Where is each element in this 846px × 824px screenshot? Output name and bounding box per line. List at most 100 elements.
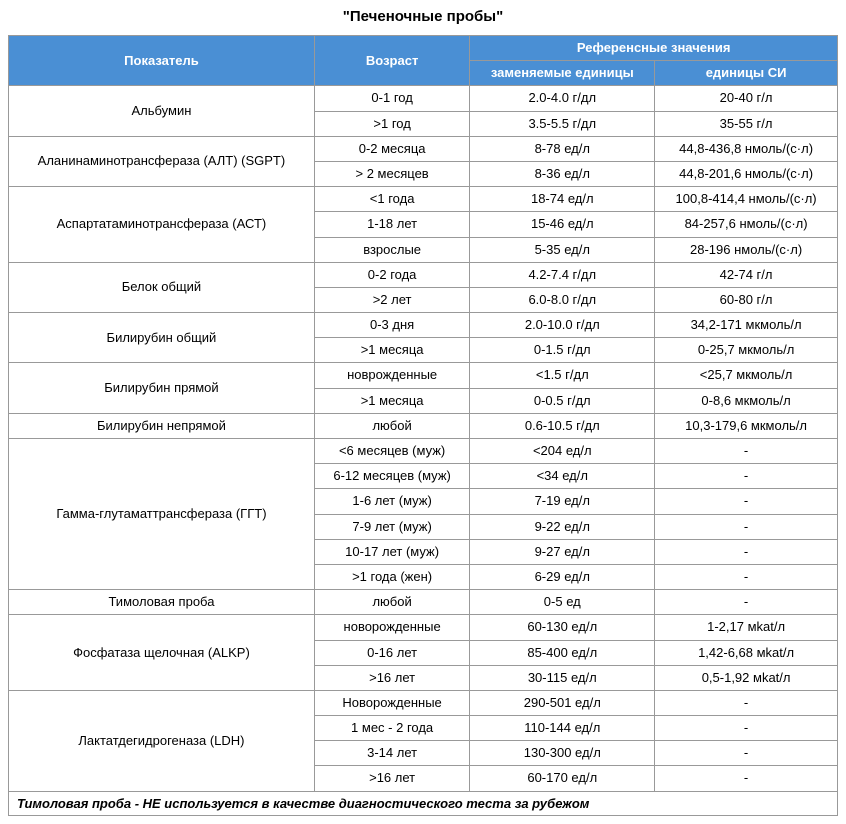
age-cell: >1 месяца [314,388,469,413]
age-cell: >16 лет [314,766,469,791]
replaceable-units-cell: 0-1.5 г/дл [470,338,655,363]
si-units-cell: - [655,514,838,539]
replaceable-units-cell: 3.5-5.5 г/дл [470,111,655,136]
table-row: Билирубин общий0-3 дня2.0-10.0 г/дл34,2-… [9,313,838,338]
age-cell: любой [314,590,469,615]
table-row: Билирубин непрямойлюбой0.6-10.5 г/дл10,3… [9,413,838,438]
age-cell: 0-2 года [314,262,469,287]
si-units-cell: 10,3-179,6 мкмоль/л [655,413,838,438]
header-si-units: единицы СИ [655,61,838,86]
replaceable-units-cell: 0-5 ед [470,590,655,615]
age-cell: 0-16 лет [314,640,469,665]
si-units-cell: 60-80 г/л [655,287,838,312]
table-row: Альбумин0-1 год2.0-4.0 г/дл20-40 г/л [9,86,838,111]
replaceable-units-cell: 8-78 ед/л [470,136,655,161]
si-units-cell: 100,8-414,4 нмоль/(с·л) [655,187,838,212]
age-cell: 6-12 месяцев (муж) [314,464,469,489]
age-cell: новрожденные [314,363,469,388]
indicator-cell: Гамма-глутаматтрансфераза (ГГТ) [9,439,315,590]
si-units-cell: 1-2,17 мkat/л [655,615,838,640]
indicator-cell: Альбумин [9,86,315,136]
indicator-cell: Билирубин общий [9,313,315,363]
replaceable-units-cell: 4.2-7.4 г/дл [470,262,655,287]
si-units-cell: 28-196 нмоль/(с·л) [655,237,838,262]
table-row: Аспартатаминотрансфераза (АСТ)<1 года18-… [9,187,838,212]
age-cell: >1 года (жен) [314,564,469,589]
si-units-cell: 20-40 г/л [655,86,838,111]
age-cell: >1 месяца [314,338,469,363]
si-units-cell: 34,2-171 мкмоль/л [655,313,838,338]
age-cell: >2 лет [314,287,469,312]
si-units-cell: 35-55 г/л [655,111,838,136]
age-cell: 10-17 лет (муж) [314,539,469,564]
indicator-cell: Белок общий [9,262,315,312]
table-row: Билирубин прямойноврожденные<1.5 г/дл<25… [9,363,838,388]
si-units-cell: 44,8-436,8 нмоль/(с·л) [655,136,838,161]
indicator-cell: Аспартатаминотрансфераза (АСТ) [9,187,315,263]
si-units-cell: - [655,539,838,564]
age-cell: Новорожденные [314,690,469,715]
replaceable-units-cell: 8-36 ед/л [470,161,655,186]
replaceable-units-cell: 6-29 ед/л [470,564,655,589]
si-units-cell: 0,5-1,92 мkat/л [655,665,838,690]
replaceable-units-cell: 5-35 ед/л [470,237,655,262]
age-cell: >1 год [314,111,469,136]
age-cell: <1 года [314,187,469,212]
age-cell: 3-14 лет [314,741,469,766]
replaceable-units-cell: 0.6-10.5 г/дл [470,413,655,438]
replaceable-units-cell: 6.0-8.0 г/дл [470,287,655,312]
header-indicator: Показатель [9,36,315,86]
age-cell: 7-9 лет (муж) [314,514,469,539]
age-cell: <6 месяцев (муж) [314,439,469,464]
age-cell: > 2 месяцев [314,161,469,186]
si-units-cell: 0-25,7 мкмоль/л [655,338,838,363]
replaceable-units-cell: 290-501 ед/л [470,690,655,715]
si-units-cell: 42-74 г/л [655,262,838,287]
si-units-cell: - [655,741,838,766]
table-row: Белок общий0-2 года4.2-7.4 г/дл42-74 г/л [9,262,838,287]
si-units-cell: <25,7 мкмоль/л [655,363,838,388]
si-units-cell: - [655,690,838,715]
indicator-cell: Тимоловая проба [9,590,315,615]
age-cell: 0-3 дня [314,313,469,338]
si-units-cell: - [655,489,838,514]
footnote: Тимоловая проба - НЕ используется в каче… [8,792,838,816]
si-units-cell: - [655,464,838,489]
table-row: Аланинаминотрансфераза (АЛТ) (SGPT)0-2 м… [9,136,838,161]
header-reference: Референсные значения [470,36,838,61]
replaceable-units-cell: 9-27 ед/л [470,539,655,564]
table-row: Фосфатаза щелочная (ALKP)новорожденные60… [9,615,838,640]
page-title: "Печеночные пробы" [8,8,838,25]
si-units-cell: 0-8,6 мкмоль/л [655,388,838,413]
replaceable-units-cell: 2.0-4.0 г/дл [470,86,655,111]
table-row: Гамма-глутаматтрансфераза (ГГТ)<6 месяце… [9,439,838,464]
replaceable-units-cell: <204 ед/л [470,439,655,464]
indicator-cell: Билирубин прямой [9,363,315,413]
header-replaceable-units: заменяемые единицы [470,61,655,86]
replaceable-units-cell: 15-46 ед/л [470,212,655,237]
replaceable-units-cell: 85-400 ед/л [470,640,655,665]
age-cell: любой [314,413,469,438]
header-age: Возраст [314,36,469,86]
table-row: Лактатдегидрогеназа (LDH)Новорожденные29… [9,690,838,715]
table-row: Тимоловая пробалюбой0-5 ед- [9,590,838,615]
replaceable-units-cell: 9-22 ед/л [470,514,655,539]
replaceable-units-cell: <1.5 г/дл [470,363,655,388]
replaceable-units-cell: 130-300 ед/л [470,741,655,766]
si-units-cell: - [655,439,838,464]
age-cell: 0-1 год [314,86,469,111]
si-units-cell: - [655,766,838,791]
replaceable-units-cell: 60-170 ед/л [470,766,655,791]
indicator-cell: Фосфатаза щелочная (ALKP) [9,615,315,691]
replaceable-units-cell: 7-19 ед/л [470,489,655,514]
si-units-cell: 84-257,6 нмоль/(с·л) [655,212,838,237]
replaceable-units-cell: <34 ед/л [470,464,655,489]
age-cell: взрослые [314,237,469,262]
indicator-cell: Билирубин непрямой [9,413,315,438]
replaceable-units-cell: 2.0-10.0 г/дл [470,313,655,338]
si-units-cell: 44,8-201,6 нмоль/(с·л) [655,161,838,186]
indicator-cell: Аланинаминотрансфераза (АЛТ) (SGPT) [9,136,315,186]
age-cell: 1-6 лет (муж) [314,489,469,514]
indicator-cell: Лактатдегидрогеназа (LDH) [9,690,315,791]
replaceable-units-cell: 18-74 ед/л [470,187,655,212]
